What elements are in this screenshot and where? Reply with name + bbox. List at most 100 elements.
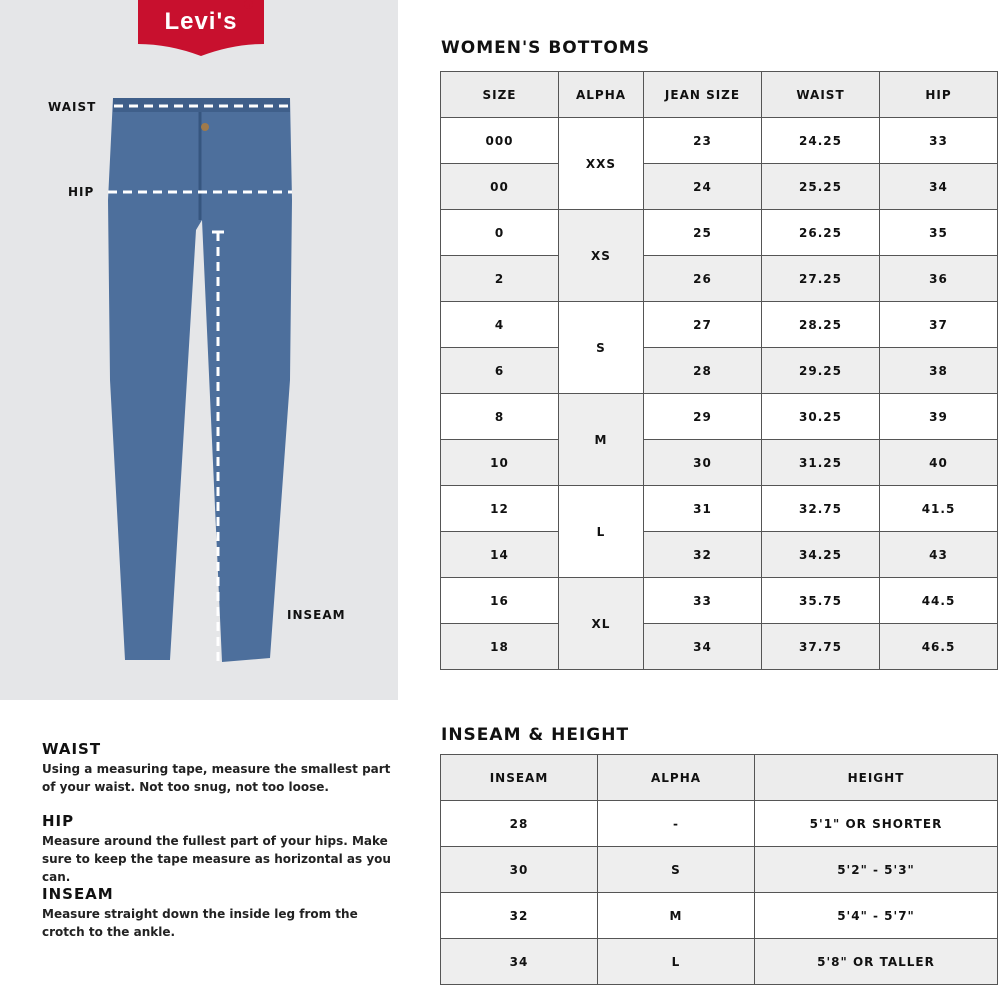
waist-cell: 31.25 (761, 439, 880, 486)
table-row: 14 32 34.25 43 (440, 531, 998, 578)
jean-size-cell: 26 (643, 255, 762, 302)
table-row: 000 XXS 23 24.25 33 (440, 117, 998, 210)
alpha-cell: XL (558, 577, 644, 670)
column-header: HEIGHT (754, 754, 998, 801)
alpha-cell: S (558, 301, 644, 394)
waist-cell: 37.75 (761, 623, 880, 670)
jean-size-cell: 24 (643, 163, 762, 210)
jean-size-cell: 23 (643, 117, 762, 164)
registered-mark: ® (242, 0, 255, 13)
size-cell: 14 (440, 531, 559, 578)
table-row: 32 M 5'4" - 5'7" (440, 892, 998, 939)
womens-bottoms-table: SIZE ALPHA JEAN SIZE WAIST HIP 000 XXS 23 24.25 3… (440, 71, 998, 670)
waist-cell: 34.25 (761, 531, 880, 578)
table-row: 12 L 31 32.75 41.5 (440, 485, 998, 578)
hip-cell: 38 (879, 347, 998, 394)
jean-size-cell: 32 (643, 531, 762, 578)
waist-cell: 26.25 (761, 209, 880, 256)
hip-cell: 44.5 (879, 577, 998, 624)
table-row: 10 30 31.25 40 (440, 439, 998, 486)
jean-size-cell: 30 (643, 439, 762, 486)
column-header: HIP (879, 71, 998, 118)
batwing-logo-icon (138, 0, 264, 56)
jean-size-cell: 34 (643, 623, 762, 670)
inseam-cell: 30 (440, 846, 598, 893)
waist-cell: 25.25 (761, 163, 880, 210)
waist-cell: 35.75 (761, 577, 880, 624)
column-header: ALPHA (597, 754, 755, 801)
waist-cell: 29.25 (761, 347, 880, 394)
table-row: 4 S 27 28.25 37 (440, 301, 998, 394)
hip-cell: 43 (879, 531, 998, 578)
waist-label: WAIST (48, 100, 97, 114)
size-cell: 000 (440, 117, 559, 164)
alpha-cell: XXS (558, 117, 644, 210)
jeans-illustration-panel: Levi's ® WAIST HIP INSEAM (0, 0, 398, 700)
alpha-cell: M (558, 393, 644, 486)
size-cell: 16 (440, 577, 559, 624)
waist-cell: 30.25 (761, 393, 880, 440)
inseam-cell: 34 (440, 938, 598, 985)
alpha-cell: L (558, 485, 644, 578)
help-waist-text: Using a measuring tape, measure the smal… (42, 762, 391, 794)
column-header: SIZE (440, 71, 559, 118)
table-row: 16 XL 33 35.75 44.5 (440, 577, 998, 670)
jeans-icon (108, 98, 292, 662)
alpha-cell: M (597, 892, 755, 939)
hip-cell: 34 (879, 163, 998, 210)
jean-size-cell: 25 (643, 209, 762, 256)
height-cell: 5'4" - 5'7" (754, 892, 998, 939)
size-cell: 10 (440, 439, 559, 486)
column-header: ALPHA (558, 71, 644, 118)
inseam-label: INSEAM (287, 608, 346, 622)
levis-logo: Levi's (138, 0, 264, 58)
alpha-cell: L (597, 938, 755, 985)
hip-cell: 40 (879, 439, 998, 486)
height-cell: 5'8" OR TALLER (754, 938, 998, 985)
table-row: 2 26 27.25 36 (440, 255, 998, 302)
bottoms-title: WOMEN'S BOTTOMS (441, 38, 650, 58)
hip-cell: 33 (879, 117, 998, 164)
hip-cell: 46.5 (879, 623, 998, 670)
hip-cell: 37 (879, 301, 998, 348)
waist-cell: 28.25 (761, 301, 880, 348)
logo-text: Levi's (164, 8, 238, 35)
jean-size-cell: 27 (643, 301, 762, 348)
jean-size-cell: 29 (643, 393, 762, 440)
column-header: WAIST (761, 71, 880, 118)
table-row: 18 34 37.75 46.5 (440, 623, 998, 670)
help-hip-text: Measure around the fullest part of your … (42, 834, 391, 884)
jean-size-cell: 31 (643, 485, 762, 532)
table-row: 28-5'1" OR SHORTER (440, 800, 998, 847)
hip-cell: 35 (879, 209, 998, 256)
size-cell: 2 (440, 255, 559, 302)
help-hip-title: HIP (42, 812, 75, 830)
inseam-cell: 32 (440, 892, 598, 939)
table-row: 30 S 5'2" - 5'3" (440, 846, 998, 893)
inseam-title: INSEAM & HEIGHT (441, 725, 630, 745)
waist-cell: 27.25 (761, 255, 880, 302)
size-cell: 8 (440, 393, 559, 440)
hip-cell: 41.5 (879, 485, 998, 532)
help-waist: WAIST Using a measuring tape, measure th… (42, 740, 402, 796)
size-cell: 0 (440, 209, 559, 256)
help-waist-title: WAIST (42, 740, 102, 758)
table-row: 34 L 5'8" OR TALLER (440, 938, 998, 985)
waist-cell: 32.75 (761, 485, 880, 532)
hip-label: HIP (68, 185, 95, 199)
height-cell: 5'2" - 5'3" (754, 846, 998, 893)
size-cell: 12 (440, 485, 559, 532)
waist-cell: 24.25 (761, 117, 880, 164)
hip-cell: 39 (879, 393, 998, 440)
help-inseam-title: INSEAM (42, 885, 114, 903)
help-inseam-text: Measure straight down the inside leg fro… (42, 907, 358, 939)
table-row: 0 XS 25 26.25 35 (440, 209, 998, 302)
inseam-height-table: INSEAM ALPHA HEIGHT 28-5'1" OR SHORTER 30 S 5'… (440, 754, 998, 985)
help-hip: HIP Measure around the fullest part of y… (42, 812, 402, 886)
alpha-cell: S (597, 846, 755, 893)
alpha-cell: - (597, 800, 755, 847)
column-header: JEAN SIZE (643, 71, 762, 118)
size-cell: 00 (440, 163, 559, 210)
jean-size-cell: 33 (643, 577, 762, 624)
size-cell: 6 (440, 347, 559, 394)
